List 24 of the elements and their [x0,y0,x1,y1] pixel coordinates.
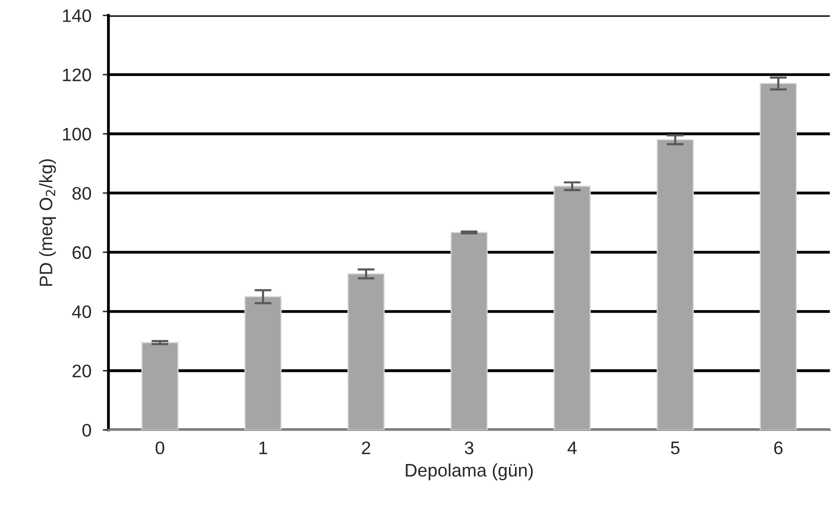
y-axis-title: PD (meq O$_{2}$/kg) [39,159,56,286]
x-tick-label: 0 [156,441,164,454]
x-tick-label: 6 [774,441,783,454]
bar [656,139,694,430]
y-tick-label: 80 [72,186,92,200]
bar [760,82,797,430]
bar [141,342,179,430]
y-tick-label: 100 [63,128,92,141]
x-tick-label: 4 [568,442,577,454]
y-tick-label: 120 [63,68,92,82]
x-tick-label: 1 [259,442,268,454]
bar [450,232,488,430]
x-tick-label: 2 [362,441,370,454]
y-tick-label: 40 [72,305,92,318]
bar [244,296,282,430]
y-tick-label: 0 [82,424,92,437]
x-tick-label: 5 [670,442,680,454]
y-tick-label: 140 [63,9,92,22]
x-axis-title: Depolama (gün) [406,463,533,480]
x-tick-label: 3 [464,441,474,454]
y-tick-label: 60 [72,246,92,259]
bar [554,186,591,430]
y-tick-label: 20 [72,364,92,378]
bar [347,273,385,430]
